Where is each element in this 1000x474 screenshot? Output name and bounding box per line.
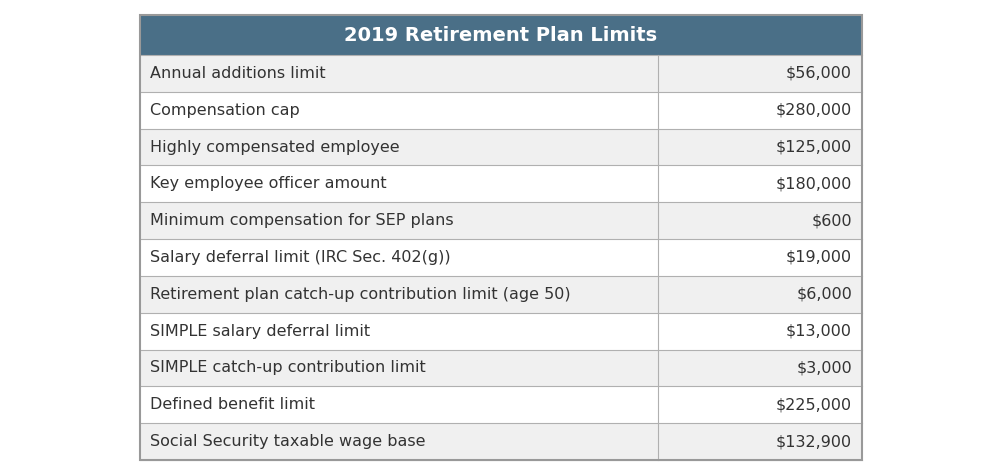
Text: $600: $600 (811, 213, 852, 228)
Bar (140, 165, 862, 202)
Text: Defined benefit limit: Defined benefit limit (150, 397, 315, 412)
Text: $180,000: $180,000 (776, 176, 852, 191)
Bar (140, 276, 862, 313)
Text: $3,000: $3,000 (796, 360, 852, 375)
Text: SIMPLE catch-up contribution limit: SIMPLE catch-up contribution limit (150, 360, 426, 375)
Text: $56,000: $56,000 (786, 66, 852, 81)
Bar (140, 239, 862, 276)
Text: $19,000: $19,000 (786, 250, 852, 265)
Bar (140, 313, 862, 349)
Text: $6,000: $6,000 (796, 287, 852, 302)
Text: $125,000: $125,000 (776, 139, 852, 155)
Text: Highly compensated employee: Highly compensated employee (150, 139, 400, 155)
Text: Key employee officer amount: Key employee officer amount (150, 176, 387, 191)
Text: Retirement plan catch-up contribution limit (age 50): Retirement plan catch-up contribution li… (150, 287, 571, 302)
Bar (140, 92, 862, 128)
Bar (140, 55, 862, 92)
Bar (140, 202, 862, 239)
Text: Minimum compensation for SEP plans: Minimum compensation for SEP plans (150, 213, 454, 228)
Text: $13,000: $13,000 (786, 324, 852, 338)
Text: 2019 Retirement Plan Limits: 2019 Retirement Plan Limits (344, 26, 658, 45)
Bar (140, 15, 862, 55)
Text: Salary deferral limit (IRC Sec. 402(g)): Salary deferral limit (IRC Sec. 402(g)) (150, 250, 451, 265)
Bar (140, 386, 862, 423)
Bar (140, 423, 862, 460)
Text: Annual additions limit: Annual additions limit (150, 66, 326, 81)
Text: SIMPLE salary deferral limit: SIMPLE salary deferral limit (150, 324, 370, 338)
Text: Social Security taxable wage base: Social Security taxable wage base (150, 434, 426, 449)
Text: $280,000: $280,000 (776, 103, 852, 118)
Bar (140, 128, 862, 165)
Text: $225,000: $225,000 (776, 397, 852, 412)
Text: Compensation cap: Compensation cap (150, 103, 300, 118)
Bar (140, 15, 862, 460)
Text: $132,900: $132,900 (776, 434, 852, 449)
Bar (140, 349, 862, 386)
